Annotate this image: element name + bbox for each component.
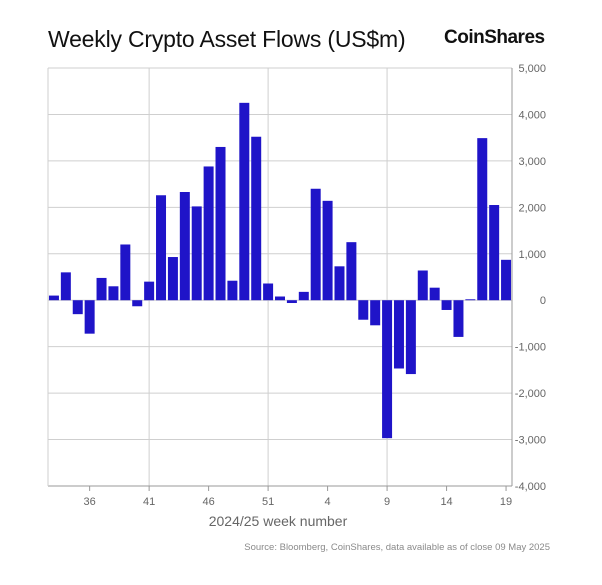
bar-week-48 [227, 280, 238, 301]
x-tick-label: 36 [84, 496, 96, 508]
x-tick-label: 9 [384, 496, 390, 508]
bar-week-5 [334, 266, 345, 301]
x-tick-label: 46 [202, 496, 214, 508]
bar-week-34 [60, 272, 71, 301]
bar-week-49 [239, 102, 250, 301]
bar-week-52 [275, 296, 285, 301]
bar-week-45 [191, 206, 202, 301]
bar-week-14 [441, 300, 452, 310]
x-tick-label: 51 [262, 496, 274, 508]
brand-logo: CoinShares [444, 27, 545, 48]
bar-week-37 [96, 277, 107, 301]
bar-week-39 [120, 244, 131, 301]
bar-week-10 [393, 300, 404, 369]
bar-week-51 [263, 283, 274, 301]
bar-week-8 [370, 300, 381, 326]
y-tick-label: 3,000 [518, 156, 546, 168]
grid-layer [48, 67, 512, 487]
bar-week-43 [167, 257, 178, 301]
bar-week-33 [48, 295, 59, 301]
bar-week-13 [429, 287, 440, 301]
bar-week-3 [310, 188, 321, 301]
label-layer: 5,000 4,000 3,000 2,000 1,000 0 -1,000 -2,000 -3… [84, 63, 546, 508]
bar-week-44 [179, 192, 190, 301]
bar-week-47 [215, 146, 226, 301]
bar-week-17 [477, 138, 488, 301]
y-tick-label: 4,000 [518, 109, 546, 121]
bar-week-41 [144, 281, 155, 301]
bar-week-4 [322, 200, 333, 301]
bar-week-46 [203, 166, 214, 301]
bar-week-35 [72, 300, 83, 315]
x-tick-label: 14 [440, 496, 452, 508]
bar-week-9 [382, 300, 393, 439]
x-tick-label: 41 [143, 496, 155, 508]
y-tick-label: 5,000 [518, 63, 546, 75]
x-tick-label: 19 [500, 496, 512, 508]
bar-week-15 [453, 300, 464, 337]
chart-title: Weekly Crypto Asset Flows (US$m) [48, 26, 406, 52]
x-tick-label: 4 [325, 496, 331, 508]
x-axis-title: 2024/25 week number [209, 513, 348, 529]
bar-week-16 [465, 299, 476, 301]
bar-layer [48, 102, 512, 439]
bar-week-1 [286, 300, 297, 304]
bar-week-12 [417, 270, 428, 301]
y-tick-label: 2,000 [518, 202, 546, 214]
y-tick-label: 0 [540, 295, 546, 307]
bar-week-40 [132, 300, 143, 307]
bar-week-7 [358, 300, 369, 320]
bar-week-50 [251, 136, 262, 301]
bar-week-19 [501, 259, 512, 301]
bar-week-6 [346, 242, 357, 301]
bar-week-38 [108, 286, 119, 301]
bar-week-42 [156, 195, 167, 301]
source-note: Source: Bloomberg, CoinShares, data avai… [244, 542, 550, 553]
y-tick-label: -1,000 [515, 342, 546, 354]
y-tick-label: -3,000 [515, 435, 546, 447]
axis-layer [47, 68, 513, 491]
y-tick-label: 1,000 [518, 249, 546, 261]
y-tick-label: -2,000 [515, 388, 546, 400]
bar-week-18 [489, 205, 500, 301]
y-tick-label: -4,000 [515, 481, 546, 493]
bar-week-11 [405, 300, 416, 375]
bar-week-36 [84, 300, 95, 334]
bar-week-2 [298, 291, 309, 301]
